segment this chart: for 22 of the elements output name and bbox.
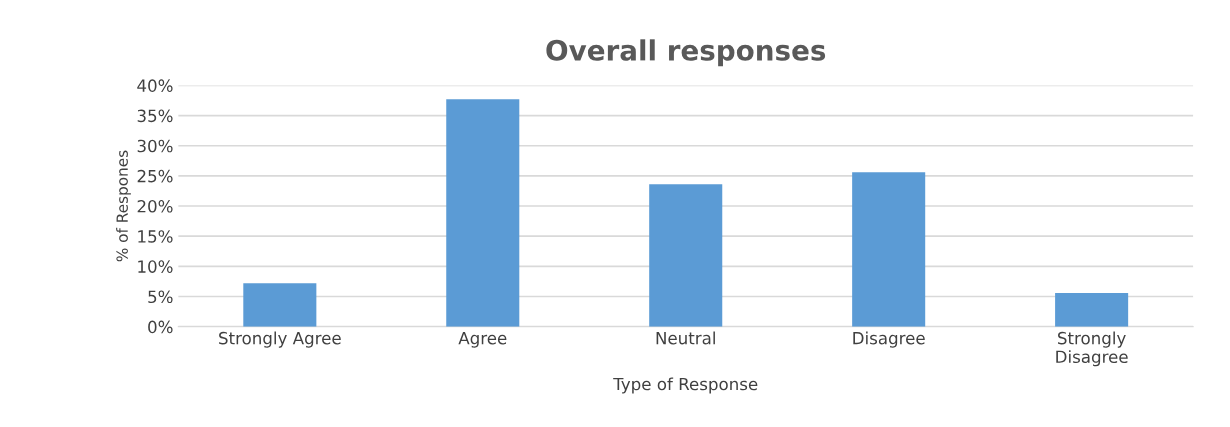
y-tick-label: 15% bbox=[138, 230, 173, 243]
bar bbox=[446, 99, 520, 327]
x-tick-label: Neutral bbox=[656, 331, 715, 345]
y-tick-label: 40% bbox=[137, 79, 173, 92]
y-tick-label: 5% bbox=[148, 290, 173, 304]
y-tick-label: 0% bbox=[148, 320, 173, 334]
bar bbox=[1055, 292, 1129, 327]
chart-title: Overall responses bbox=[546, 39, 826, 67]
x-axis-title: Type of Response bbox=[613, 377, 758, 394]
y-tick-label: 30% bbox=[137, 139, 173, 153]
y-tick-label: 25% bbox=[137, 169, 173, 183]
y-tick-label: 20% bbox=[137, 199, 173, 213]
bar bbox=[243, 283, 317, 327]
x-tick-label: Disagree bbox=[853, 331, 925, 348]
bar bbox=[852, 172, 926, 327]
y-tick-label: 35% bbox=[137, 109, 173, 123]
bar bbox=[649, 184, 723, 327]
x-tick-label: Agree bbox=[458, 332, 507, 348]
y-tick-label: 10% bbox=[138, 260, 173, 273]
x-tick-label: Strongly Agree bbox=[219, 331, 341, 348]
y-axis-title: % of Respones bbox=[116, 150, 131, 262]
x-tick-label: Strongly Disagree bbox=[1056, 331, 1128, 367]
